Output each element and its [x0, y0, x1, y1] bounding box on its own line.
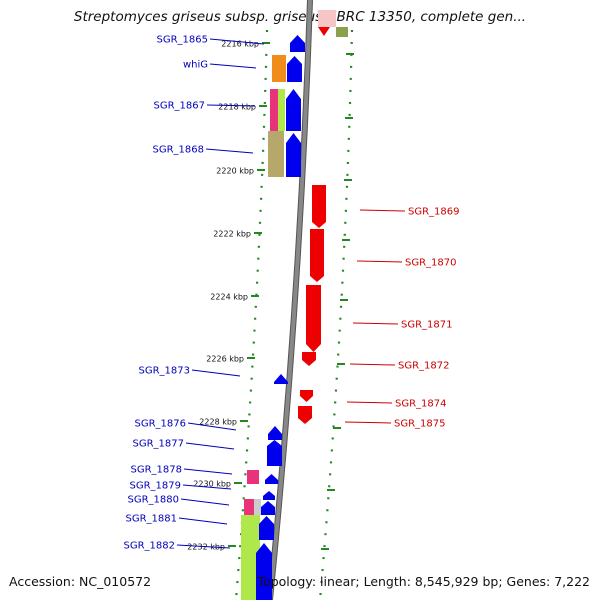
- forward-gene-arrow: [286, 89, 301, 131]
- forward-gene-label: SGR_1877: [133, 439, 185, 450]
- forward-gene-arrow: [259, 516, 274, 540]
- topology-stats-text: Topology: linear; Length: 8,545,929 bp; …: [257, 574, 590, 589]
- forward-gene-arrow: [268, 426, 282, 440]
- gene-leader-line: [209, 63, 257, 69]
- forward-gene-label: SGR_1882: [124, 541, 176, 552]
- kbp-tick-label: 2230 kbp: [193, 480, 231, 489]
- gene-leader-line: [346, 401, 393, 404]
- kbp-tick-label: 2222 kbp: [213, 230, 251, 239]
- kbp-tick-label: 2224 kbp: [210, 293, 248, 302]
- ruler-left-dotted: [234, 29, 269, 600]
- forward-gene-arrow: [267, 440, 282, 466]
- gene-leader-line: [352, 322, 399, 325]
- gene-leader-line: [359, 209, 406, 212]
- gene-leader-line: [344, 421, 392, 424]
- ruler-right-dotted: [318, 29, 354, 600]
- gene-leader-line: [183, 468, 233, 475]
- pink-feature-bar: [318, 10, 336, 27]
- gene-leader-line: [356, 260, 403, 263]
- reverse-gene-arrow: [312, 185, 326, 228]
- accession-text: Accession: NC_010572: [9, 574, 152, 589]
- forward-gene-label: SGR_1873: [139, 366, 191, 377]
- gene-leader-line: [349, 363, 396, 366]
- kbp-tick-label: 2226 kbp: [206, 355, 244, 364]
- pink-feature-bar: [244, 499, 254, 515]
- reverse-gene-arrow: [306, 285, 321, 352]
- orange-feature-bar: [272, 55, 286, 82]
- reverse-gene-label: SGR_1874: [395, 399, 447, 410]
- gene-leader-line: [185, 442, 235, 450]
- forward-gene-arrow: [261, 501, 275, 515]
- forward-gene-label: SGR_1879: [130, 481, 182, 492]
- backbone-line: [268, 0, 312, 600]
- forward-gene-label: SGR_1881: [126, 514, 178, 525]
- forward-gene-label: SGR_1868: [153, 145, 205, 156]
- reverse-gene-label: SGR_1871: [401, 320, 453, 331]
- map-title: Streptomyces griseus subsp. griseus NBRC…: [73, 9, 527, 25]
- reverse-gene-arrow: [310, 229, 324, 282]
- gene-leader-line: [209, 38, 265, 45]
- lightgreen-feature-bar: [278, 89, 285, 131]
- reverse-gene-label: SGR_1869: [408, 207, 460, 218]
- gene-leader-line: [206, 104, 256, 107]
- reverse-gene-arrow: [302, 352, 316, 366]
- pink-feature-bar: [247, 470, 259, 484]
- kbp-tick-label: 2220 kbp: [216, 167, 254, 176]
- olive-feature-bar: [336, 27, 348, 37]
- forward-gene-arrow: [286, 133, 301, 177]
- forward-gene-arrow: [263, 491, 275, 500]
- gene-leader-line: [187, 422, 237, 431]
- forward-gene-label: SGR_1876: [135, 419, 187, 430]
- gene-leader-line: [180, 498, 230, 506]
- kbp-tick-label: 2218 kbp: [218, 103, 256, 112]
- forward-gene-arrow: [274, 374, 288, 384]
- reverse-gene-label: SGR_1872: [398, 361, 450, 372]
- grey-feature-bar: [254, 499, 261, 515]
- forward-gene-arrow: [287, 56, 302, 82]
- pink-feature-bar: [270, 89, 278, 131]
- reverse-gene-label: SGR_1870: [405, 258, 457, 269]
- gene-leader-line: [205, 148, 254, 154]
- forward-gene-arrow: [256, 543, 272, 600]
- forward-gene-label: SGR_1878: [131, 465, 183, 476]
- forward-gene-label: SGR_1867: [154, 101, 206, 112]
- gene-leader-line: [178, 517, 228, 525]
- forward-gene-arrow: [265, 474, 278, 484]
- kbp-tick-label: 2228 kbp: [199, 418, 237, 427]
- khaki-feature-bar: [268, 131, 284, 177]
- reverse-gene-arrow: [298, 406, 312, 424]
- reverse-gene-arrow: [300, 390, 313, 402]
- forward-gene-label: SGR_1880: [128, 495, 180, 506]
- forward-gene-arrow: [290, 35, 305, 52]
- gene-leader-line: [191, 369, 241, 377]
- gene-leader-line: [182, 484, 232, 490]
- forward-gene-label: SGR_1865: [157, 35, 209, 46]
- reverse-gene-arrow: [318, 27, 330, 36]
- forward-gene-label: whiG: [183, 60, 208, 71]
- gene-leader-line: [176, 544, 231, 549]
- reverse-gene-label: SGR_1875: [394, 419, 446, 430]
- kbp-tick-label: 2216 kbp: [221, 40, 259, 49]
- lightgreen-feature-bar: [241, 515, 260, 600]
